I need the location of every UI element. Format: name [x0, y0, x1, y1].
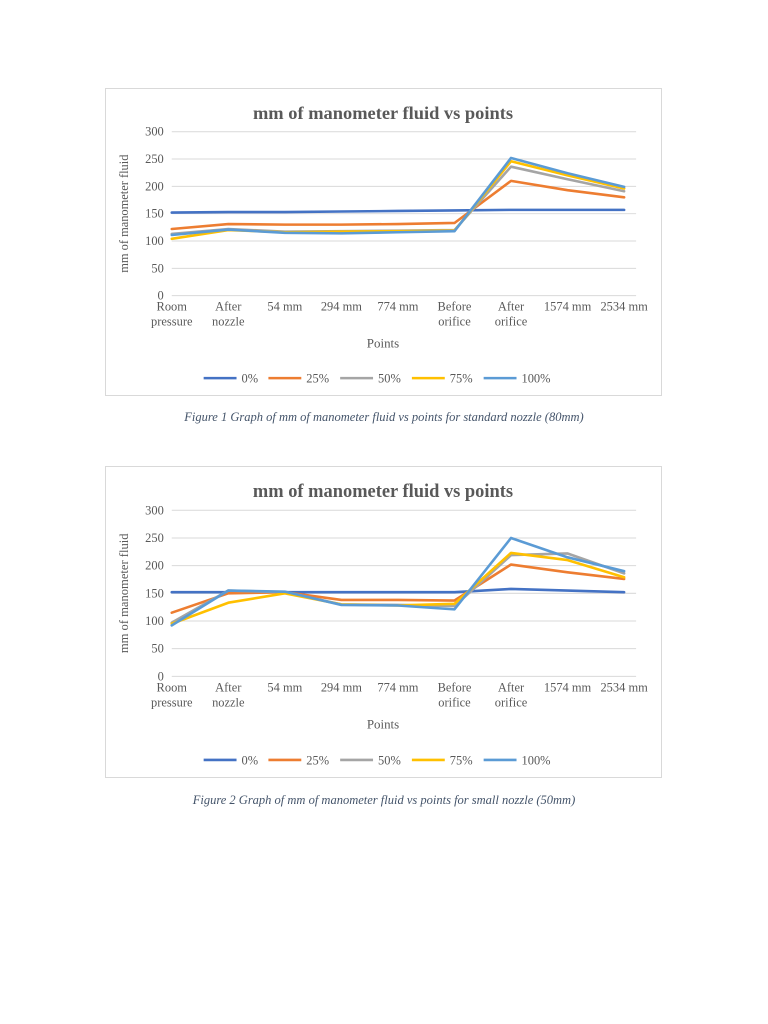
x-tick-label: 294 mm	[321, 680, 362, 694]
series-line-75%	[170, 551, 626, 626]
figure1-chart: mm of manometer fluid vs points 0 50 100 150…	[117, 103, 648, 386]
x-axis-title: Points	[367, 335, 399, 350]
x-tick-label: After nozzle	[212, 300, 245, 329]
figure2-caption: Figure 2 Graph of mm of manometer fluid …	[192, 793, 576, 807]
x-tick-label: 54 mm	[267, 300, 302, 314]
y-axis-title: mm of manometer fluid	[117, 154, 131, 273]
y-tick-label: 50	[151, 642, 163, 656]
series-line-50%	[170, 552, 626, 624]
chart-title: mm of manometer fluid vs points	[253, 481, 513, 502]
y-tick-label: 250	[145, 531, 164, 545]
y-tick-label: 0	[158, 289, 164, 303]
series-line-25%	[170, 179, 626, 231]
legend-label-100%: 100%	[522, 753, 551, 767]
y-tick-label: 300	[145, 125, 164, 139]
x-tick-label: 294 mm	[321, 300, 362, 314]
chart-title: mm of manometer fluid vs points	[253, 103, 513, 123]
x-tick-label: Room pressure	[151, 300, 193, 329]
y-tick-label: 150	[145, 207, 164, 221]
series-line-75%	[170, 159, 626, 241]
legend-label-0%: 0%	[242, 372, 259, 386]
y-tick-label: 100	[145, 234, 164, 248]
figure2-chart-frame: mm of manometer fluid vs points 0 50 100 150…	[105, 466, 662, 778]
y-tick-label: 50	[151, 261, 163, 275]
y-tick-label: 250	[145, 152, 164, 166]
x-tick-label: 1574 mm	[544, 300, 592, 314]
y-tick-label: 200	[145, 179, 164, 193]
figure1-caption: Figure 1 Graph of mm of manometer fluid …	[184, 410, 584, 424]
x-tick-label: 2534 mm	[600, 680, 648, 694]
y-tick-label: 100	[145, 614, 164, 628]
x-tick-label: 1574 mm	[544, 680, 592, 694]
legend-label-75%: 75%	[450, 753, 473, 767]
x-tick-label: 774 mm	[377, 680, 418, 694]
legend-label-100%: 100%	[522, 372, 551, 386]
x-tick-label: After orifice	[495, 300, 528, 329]
series-line-100%	[170, 156, 626, 237]
x-tick-label: Room pressure	[151, 680, 193, 709]
y-axis-title: mm of manometer fluid	[117, 533, 131, 653]
legend-label-25%: 25%	[306, 753, 329, 767]
x-tick-label: After nozzle	[212, 680, 245, 709]
legend-label-0%: 0%	[242, 753, 259, 767]
y-tick-label: 150	[145, 586, 164, 600]
x-tick-label: 774 mm	[377, 300, 418, 314]
y-tick-label: 0	[158, 669, 164, 683]
y-tick-label: 300	[145, 503, 164, 517]
legend-label-50%: 50%	[378, 372, 401, 386]
x-tick-label: Before orifice	[438, 680, 472, 709]
x-tick-label: After orifice	[495, 680, 528, 709]
x-tick-label: 2534 mm	[600, 300, 648, 314]
series-line-0%	[170, 208, 626, 214]
figure2-chart: mm of manometer fluid vs points 0 50 100 150…	[117, 481, 648, 767]
figure1-chart-frame: mm of manometer fluid vs points 0 50 100 150…	[105, 88, 662, 396]
x-axis-title: Points	[367, 717, 399, 732]
legend-label-75%: 75%	[450, 372, 473, 386]
legend-label-50%: 50%	[378, 753, 401, 767]
legend-label-25%: 25%	[306, 372, 329, 386]
x-tick-label: Before orifice	[438, 300, 472, 329]
series-line-100%	[170, 536, 626, 627]
series-line-25%	[170, 563, 626, 614]
y-tick-label: 200	[145, 559, 164, 573]
x-tick-label: 54 mm	[267, 680, 302, 694]
